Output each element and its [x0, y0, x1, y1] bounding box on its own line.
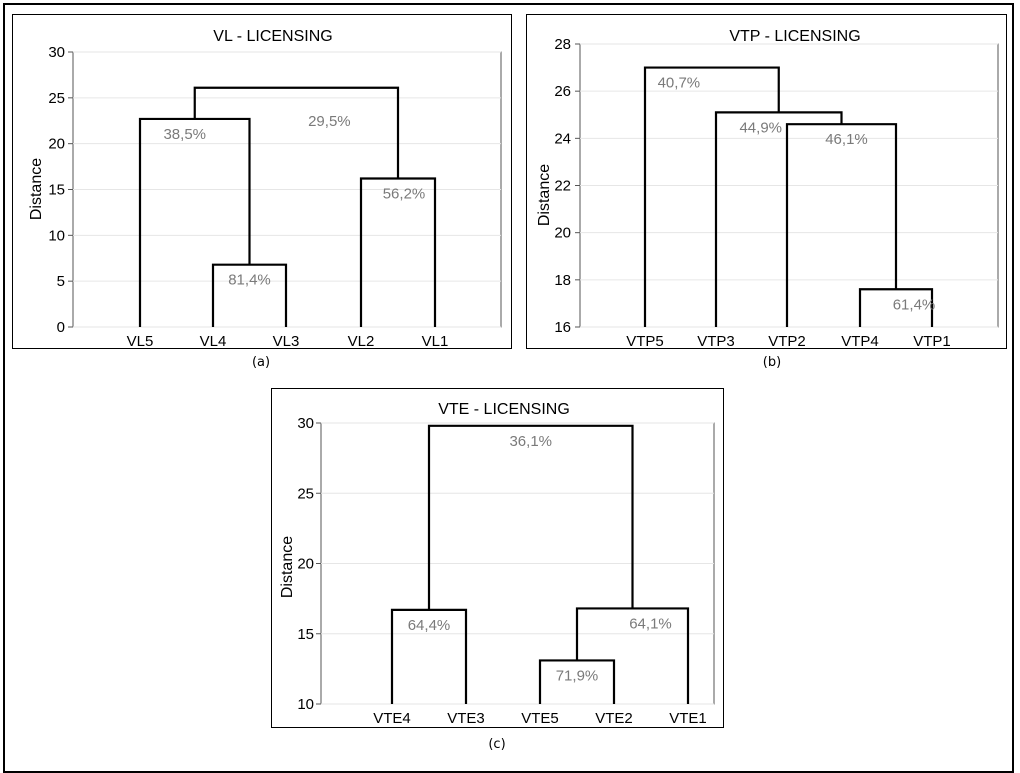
leaf-labels: VTE4 VTE3 VTE5 VTE2 VTE1 — [373, 710, 707, 727]
merge-similarity-label: 71,9% — [556, 667, 599, 684]
y-axis-label: Distance — [279, 536, 296, 598]
leaf-labels: VTP5 VTP3 VTP2 VTP4 VTP1 — [626, 333, 951, 350]
y-tick-label: 18 — [554, 272, 571, 289]
y-tick-label: 20 — [297, 556, 314, 573]
y-tick-label: 15 — [297, 626, 314, 643]
dendrogram-link — [211, 263, 288, 327]
leaf-label: VL1 — [422, 333, 449, 350]
dendrogram-links — [390, 424, 690, 704]
merge-similarity-label: 61,4% — [893, 296, 936, 313]
leaf-label: VTE3 — [447, 710, 485, 727]
y-tick-label: 10 — [48, 227, 65, 244]
dendrogram-links — [643, 66, 934, 327]
y-tick-label: 25 — [297, 485, 314, 502]
dendrogram-vtp: VTP - LICENSING Distance 16182022242628 … — [536, 28, 999, 350]
y-tick-label: 10 — [297, 696, 314, 713]
dendrogram-vl: VL - LICENSING Distance 0 5 10 15 20 25 30 VL5… — [28, 28, 502, 350]
leaf-label: VL2 — [348, 333, 375, 350]
chart-title: VTP - LICENSING — [729, 28, 860, 45]
dendrogram-link — [575, 607, 690, 704]
y-tick-label: 0 — [57, 319, 65, 336]
y-tick-label: 22 — [554, 178, 571, 195]
y-tick-label: 30 — [297, 415, 314, 432]
y-tick-label: 16 — [554, 319, 571, 336]
dendrogram-vte: VTE - LICENSING Distance 10 15 20 25 30 VTE4… — [279, 401, 715, 727]
y-tick-label: 15 — [48, 182, 65, 199]
leaf-label: VTE5 — [521, 710, 559, 727]
y-tick-label: 25 — [48, 90, 65, 107]
y-ticks: 10 15 20 25 30 — [297, 415, 714, 713]
dendrogram-link — [193, 86, 400, 179]
leaf-label: VTP4 — [841, 333, 879, 350]
merge-similarity-label: 56,2% — [383, 186, 426, 203]
leaf-label: VTE1 — [669, 710, 707, 727]
y-axis-label: Distance — [536, 164, 553, 226]
y-tick-label: 26 — [554, 83, 571, 100]
chart-panel-vtp: VTP - LICENSING Distance 16 18 20 22 24 26 28 … — [526, 14, 1007, 350]
caption-c: (c) — [488, 737, 506, 752]
chart-panel-vte: VTE - LICENSING Distance 10 15 20 25 30 VTE4… — [271, 388, 724, 728]
figure-frame: VL - LICENSING Distance 0 5 10 15 20 25 30 VL5… — [3, 3, 1014, 773]
merge-similarity-label: 64,4% — [408, 617, 451, 634]
merge-similarity-label: 36,1% — [509, 433, 552, 450]
chart-title: VL - LICENSING — [213, 28, 332, 45]
y-tick-label: 28 — [554, 36, 571, 53]
y-ticks: 16 18 20 22 24 26 28 — [554, 36, 998, 336]
y-tick-label: 24 — [554, 130, 571, 147]
leaf-label: VTE2 — [595, 710, 633, 727]
caption-a: (a) — [251, 355, 271, 370]
chart-panel-vl: VL - LICENSING Distance 0 5 10 15 20 25 30 VL5… — [12, 14, 512, 350]
leaf-label: VL4 — [200, 333, 227, 350]
dendrogram-links — [138, 86, 437, 327]
leaf-labels: VL5 VL4 VL3 VL2 VL1 — [127, 333, 449, 350]
dendrogram-link — [138, 117, 251, 327]
caption-b: (b) — [762, 355, 782, 370]
leaf-label: VL3 — [273, 333, 300, 350]
merge-similarity-label: 46,1% — [825, 131, 868, 148]
leaf-label: VTP1 — [913, 333, 951, 350]
merge-similarity-label: 38,5% — [163, 126, 206, 143]
dendrogram-link — [427, 424, 634, 610]
merge-labels: 61,4% 46,1% 44,9% 40,7% — [658, 75, 936, 314]
leaf-label: VTE4 — [373, 710, 411, 727]
leaf-label: VTP2 — [768, 333, 806, 350]
merge-labels: 71,9% 64,4% 64,1% 36,1% — [408, 433, 672, 685]
y-tick-label: 5 — [57, 273, 65, 290]
dendrogram-link — [643, 66, 780, 327]
leaf-label: VL5 — [127, 333, 154, 350]
merge-similarity-label: 40,7% — [658, 75, 701, 92]
y-tick-label: 20 — [554, 225, 571, 242]
leaf-label: VTP5 — [626, 333, 664, 350]
y-tick-label: 30 — [48, 44, 65, 61]
chart-title: VTE - LICENSING — [438, 401, 570, 418]
merge-similarity-label: 64,1% — [629, 615, 672, 632]
dendrogram-link — [714, 111, 843, 327]
leaf-label: VTP3 — [697, 333, 735, 350]
y-axis-label: Distance — [28, 158, 45, 220]
dendrogram-link — [858, 288, 934, 327]
y-tick-label: 20 — [48, 136, 65, 153]
merge-similarity-label: 81,4% — [228, 272, 271, 289]
merge-similarity-label: 29,5% — [308, 113, 351, 130]
merge-similarity-label: 44,9% — [739, 119, 782, 136]
merge-labels: 81,4% 56,2% 38,5% 29,5% — [163, 113, 425, 289]
dendrogram-link — [785, 123, 898, 327]
